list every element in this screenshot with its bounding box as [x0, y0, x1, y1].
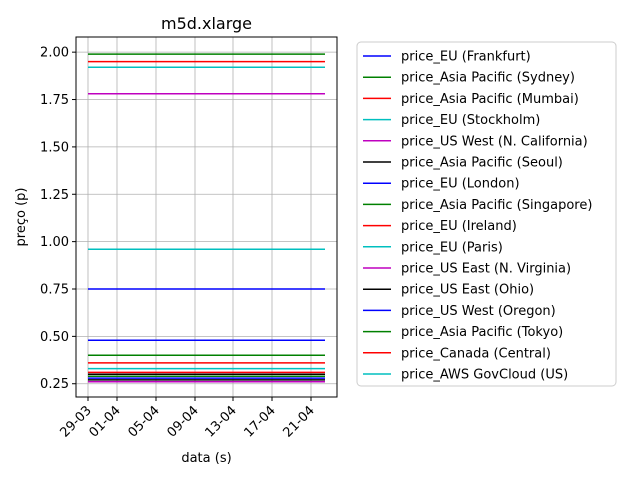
legend-label: price_EU (London): [401, 177, 520, 192]
legend-label: price_US West (N. California): [401, 134, 588, 149]
legend-item: price_US East (Ohio): [363, 283, 534, 298]
legend-item: price_Asia Pacific (Seoul): [363, 156, 563, 171]
y-tick-label: 0.75: [40, 283, 69, 298]
legend-item: price_US East (N. Virginia): [363, 262, 571, 277]
legend-label: price_Canada (Central): [401, 346, 551, 361]
legend-label: price_US West (Oregon): [401, 304, 556, 319]
legend-item: price_Canada (Central): [363, 346, 551, 361]
legend-item: price_EU (London): [363, 177, 520, 192]
legend-label: price_EU (Ireland): [401, 219, 517, 234]
y-tick-label: 1.50: [40, 140, 69, 155]
legend-label: price_US East (N. Virginia): [401, 262, 571, 277]
series-lines: [88, 53, 325, 383]
chart-title: m5d.xlarge: [161, 14, 252, 33]
y-tick-label: 1.00: [40, 235, 69, 250]
legend-item: price_EU (Frankfurt): [363, 50, 531, 65]
y-tick-label: 1.75: [40, 93, 69, 108]
y-tick-label: 1.25: [40, 188, 69, 203]
y-tick-label: 0.25: [40, 377, 69, 392]
legend-label: price_Asia Pacific (Tokyo): [401, 325, 563, 340]
legend-label: price_Asia Pacific (Sydney): [401, 71, 575, 86]
legend-label: price_EU (Stockholm): [401, 113, 540, 128]
legend-items: price_EU (Frankfurt) price_Asia Pacific (…: [363, 50, 592, 383]
legend-label: price_Asia Pacific (Mumbai): [401, 92, 579, 107]
legend-item: price_EU (Stockholm): [363, 113, 540, 128]
legend-item: price_EU (Paris): [363, 240, 503, 255]
axes-frame: [75, 36, 338, 398]
legend-label: price_EU (Frankfurt): [401, 50, 531, 65]
y-tick-label: 2.00: [40, 46, 69, 61]
legend-label: price_Asia Pacific (Seoul): [401, 156, 563, 171]
legend-item: price_Asia Pacific (Tokyo): [363, 325, 563, 340]
legend-label: price_Asia Pacific (Singapore): [401, 198, 592, 213]
legend-item: price_US West (N. California): [363, 134, 588, 149]
legend-label: price_US East (Ohio): [401, 283, 534, 298]
y-axis-label: preço (p): [14, 188, 29, 247]
legend-item: price_US West (Oregon): [363, 304, 556, 319]
legend-label: price_AWS GovCloud (US): [401, 368, 568, 383]
legend-item: price_AWS GovCloud (US): [363, 368, 568, 383]
legend-item: price_Asia Pacific (Sydney): [363, 71, 575, 86]
legend-item: price_Asia Pacific (Mumbai): [363, 92, 579, 107]
legend-box: [356, 41, 617, 387]
legend: price_EU (Frankfurt) price_Asia Pacific (…: [356, 41, 617, 387]
y-axis: 0.25 0.50 0.75 1.00 1.25 1.50 1.75 2.00: [40, 46, 76, 392]
legend-item: price_EU (Ireland): [363, 219, 517, 234]
x-axis-label: data (s): [181, 451, 231, 466]
legend-item: price_Asia Pacific (Singapore): [363, 198, 592, 213]
legend-label: price_EU (Paris): [401, 240, 503, 255]
y-tick-label: 0.50: [40, 330, 69, 345]
